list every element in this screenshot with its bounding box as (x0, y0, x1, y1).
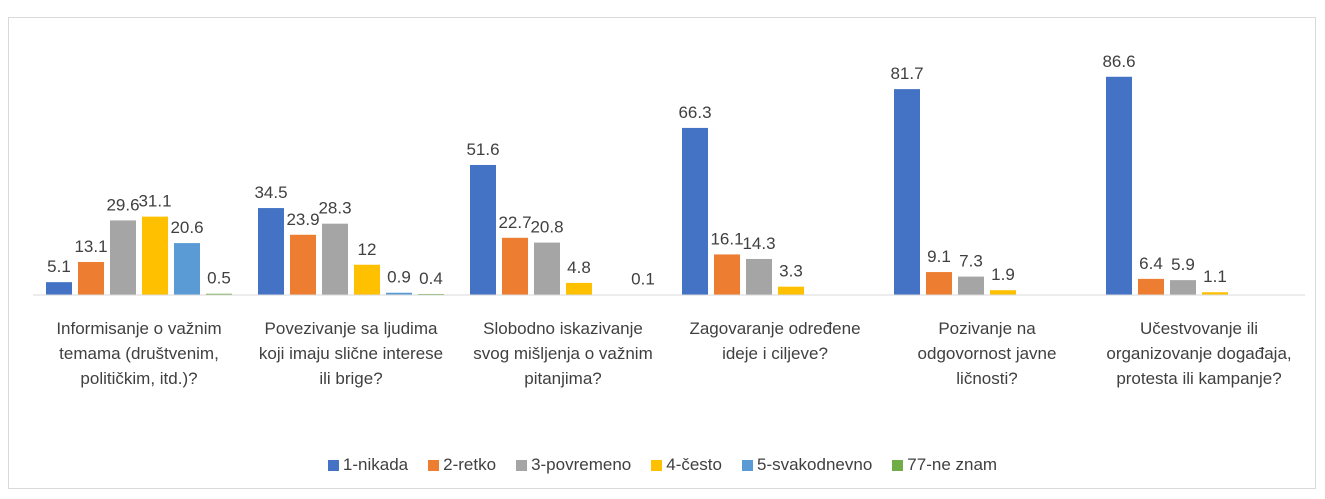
bar (714, 254, 740, 295)
data-label: 20.6 (170, 218, 203, 237)
legend-item: 1-nikada (327, 455, 409, 475)
bar (1202, 292, 1228, 295)
legend-item: 5-svakodnevno (741, 455, 873, 475)
data-label: 0.5 (207, 269, 231, 288)
bar (746, 258, 772, 295)
bar (78, 261, 104, 295)
data-label: 3.3 (779, 262, 803, 281)
bar (354, 264, 380, 295)
bar (778, 286, 804, 295)
bar (46, 282, 72, 295)
data-label: 6.4 (1139, 254, 1163, 273)
data-label: 16.1 (710, 229, 743, 248)
x-tick-label: Informisanje o važnim temama (društvenim… (56, 319, 222, 388)
bar (418, 293, 444, 295)
data-label: 9.1 (927, 247, 951, 266)
bar (322, 223, 348, 295)
bar (502, 237, 528, 295)
data-label: 14.3 (742, 234, 775, 253)
data-label: 66.3 (678, 103, 711, 122)
legend-swatch (651, 459, 663, 471)
data-label: 0.4 (419, 269, 443, 288)
legend-item: 3-povremeno (516, 455, 631, 475)
bar (534, 242, 560, 295)
bar (206, 293, 232, 295)
data-label: 34.5 (254, 183, 287, 202)
bar (1106, 76, 1132, 295)
data-label: 29.6 (106, 195, 139, 214)
legend-item: 77-ne znam (892, 455, 997, 475)
x-tick-label: Slobodno iskazivanje svog mišljenja o va… (473, 319, 653, 388)
bar (894, 89, 920, 295)
data-label: 5.1 (47, 257, 71, 276)
bar (1138, 278, 1164, 295)
data-label: 81.7 (890, 64, 923, 83)
legend-swatch (892, 459, 904, 471)
bar (174, 243, 200, 295)
data-label: 0.1 (631, 270, 655, 289)
bar (990, 290, 1016, 295)
data-label: 0.9 (387, 268, 411, 287)
data-label: 51.6 (466, 140, 499, 159)
legend-label: 5-svakodnevno (756, 455, 873, 474)
data-label: 28.3 (318, 199, 351, 218)
x-tick-label: Učestvovanje ili organizovanje događaja,… (1106, 319, 1292, 388)
legend-label: 3-povremeno (531, 455, 632, 474)
legend-swatch (516, 459, 528, 471)
bar (386, 292, 412, 295)
legend-swatch (428, 459, 440, 471)
data-label: 23.9 (286, 210, 319, 229)
legend-item: 2-retko (428, 455, 496, 475)
data-label: 20.8 (530, 218, 563, 237)
legend-label: 1-nikada (342, 455, 409, 474)
bar (470, 164, 496, 295)
legend-label: 77-ne znam (907, 455, 998, 474)
bar (290, 234, 316, 295)
legend-label: 2-retko (443, 455, 497, 474)
legend-swatch (327, 459, 339, 471)
bar (682, 127, 708, 295)
data-label: 7.3 (959, 252, 983, 271)
bar (926, 272, 952, 295)
data-label: 1.9 (991, 265, 1015, 284)
legend: 1-nikada 2-retko 3-povremeno 4-često 5-svako… (0, 455, 1325, 475)
x-tick-label: Pozivanje na odgovornost javne ličnosti? (917, 319, 1057, 388)
data-label: 4.8 (567, 258, 591, 277)
data-label: 22.7 (498, 213, 531, 232)
bar (958, 276, 984, 295)
data-label: 12 (358, 240, 377, 259)
data-label: 31.1 (138, 192, 171, 211)
bar (1170, 280, 1196, 295)
data-label: 13.1 (74, 237, 107, 256)
chart-frame (8, 17, 1316, 489)
bar (142, 216, 168, 295)
legend-swatch (741, 459, 753, 471)
bar (110, 220, 136, 295)
legend-label: 4-često (666, 455, 722, 474)
bar (258, 208, 284, 295)
x-tick-label: Povezivanje sa ljudima koji imaju slične… (258, 319, 444, 388)
bar (566, 282, 592, 295)
legend-item: 4-često (651, 455, 722, 475)
data-label: 86.6 (1102, 52, 1135, 71)
data-label: 5.9 (1171, 255, 1195, 274)
data-label: 1.1 (1203, 267, 1227, 286)
x-tick-label: Zagovaranje određene ideje i ciljeve? (689, 319, 861, 363)
